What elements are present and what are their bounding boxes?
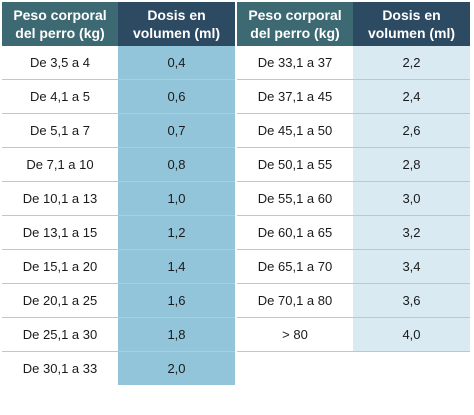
empty-cell	[353, 352, 470, 385]
column-gap	[235, 318, 237, 352]
weight-right-cell: De 60,1 a 65	[237, 216, 353, 250]
weight-left-cell: De 3,5 a 4	[2, 46, 118, 80]
table-row: De 7,1 a 10 0,8 De 50,1 a 55 2,8	[2, 148, 470, 182]
weight-left-cell: De 30,1 a 33	[2, 352, 118, 385]
weight-right-cell: De 37,1 a 45	[237, 80, 353, 114]
weight-left-cell: De 7,1 a 10	[2, 148, 118, 182]
header-dose-left: Dosis en volumen (ml)	[118, 2, 235, 46]
column-gap	[235, 46, 237, 80]
table-row: De 20,1 a 25 1,6 De 70,1 a 80 3,6	[2, 284, 470, 318]
weight-left-cell: De 25,1 a 30	[2, 318, 118, 352]
weight-right-cell: De 55,1 a 60	[237, 182, 353, 216]
dose-right-cell: 3,6	[353, 284, 470, 318]
dose-right-cell: 4,0	[353, 318, 470, 352]
weight-left-cell: De 4,1 a 5	[2, 80, 118, 114]
table-body: De 3,5 a 4 0,4 De 33,1 a 37 2,2 De 4,1 a…	[2, 46, 470, 385]
header-weight-left: Peso corporal del perro (kg)	[2, 2, 118, 46]
dose-right-cell: 2,6	[353, 114, 470, 148]
header-weight-right: Peso corporal del perro (kg)	[237, 2, 353, 46]
table-row: De 4,1 a 5 0,6 De 37,1 a 45 2,4	[2, 80, 470, 114]
table-row: De 30,1 a 33 2,0	[2, 352, 470, 385]
weight-left-cell: De 13,1 a 15	[2, 216, 118, 250]
dose-left-cell: 2,0	[118, 352, 235, 385]
dose-right-cell: 2,8	[353, 148, 470, 182]
weight-left-cell: De 5,1 a 7	[2, 114, 118, 148]
weight-right-cell: De 50,1 a 55	[237, 148, 353, 182]
column-gap	[235, 284, 237, 318]
weight-left-cell: De 15,1 a 20	[2, 250, 118, 284]
weight-left-cell: De 10,1 a 13	[2, 182, 118, 216]
weight-left-cell: De 20,1 a 25	[2, 284, 118, 318]
dose-left-cell: 0,8	[118, 148, 235, 182]
dose-left-cell: 1,0	[118, 182, 235, 216]
dose-left-cell: 1,4	[118, 250, 235, 284]
table-header-row: Peso corporal del perro (kg) Dosis en vo…	[2, 2, 470, 46]
column-gap	[235, 216, 237, 250]
dose-left-cell: 0,4	[118, 46, 235, 80]
column-gap	[235, 352, 237, 385]
dose-right-cell: 3,2	[353, 216, 470, 250]
column-gap	[235, 2, 237, 46]
dose-right-cell: 3,4	[353, 250, 470, 284]
header-dose-right: Dosis en volumen (ml)	[353, 2, 470, 46]
column-gap	[235, 80, 237, 114]
weight-right-cell: > 80	[237, 318, 353, 352]
weight-right-cell: De 45,1 a 50	[237, 114, 353, 148]
dosage-table: Peso corporal del perro (kg) Dosis en vo…	[2, 2, 470, 385]
dose-right-cell: 2,4	[353, 80, 470, 114]
column-gap	[235, 250, 237, 284]
dose-left-cell: 1,8	[118, 318, 235, 352]
weight-right-cell: De 65,1 a 70	[237, 250, 353, 284]
dose-left-cell: 1,2	[118, 216, 235, 250]
table-row: De 15,1 a 20 1,4 De 65,1 a 70 3,4	[2, 250, 470, 284]
table-row: De 3,5 a 4 0,4 De 33,1 a 37 2,2	[2, 46, 470, 80]
table-row: De 10,1 a 13 1,0 De 55,1 a 60 3,0	[2, 182, 470, 216]
dose-left-cell: 0,6	[118, 80, 235, 114]
dose-right-cell: 3,0	[353, 182, 470, 216]
column-gap	[235, 148, 237, 182]
table-row: De 13,1 a 15 1,2 De 60,1 a 65 3,2	[2, 216, 470, 250]
table-row: De 25,1 a 30 1,8 > 80 4,0	[2, 318, 470, 352]
dose-left-cell: 0,7	[118, 114, 235, 148]
column-gap	[235, 114, 237, 148]
weight-right-cell: De 33,1 a 37	[237, 46, 353, 80]
weight-right-cell: De 70,1 a 80	[237, 284, 353, 318]
dose-left-cell: 1,6	[118, 284, 235, 318]
column-gap	[235, 182, 237, 216]
empty-cell	[237, 352, 353, 385]
dose-right-cell: 2,2	[353, 46, 470, 80]
table-row: De 5,1 a 7 0,7 De 45,1 a 50 2,6	[2, 114, 470, 148]
